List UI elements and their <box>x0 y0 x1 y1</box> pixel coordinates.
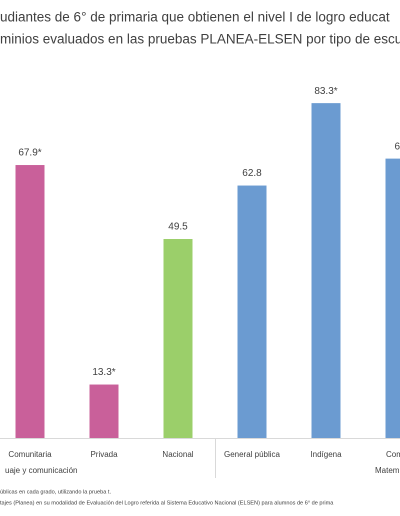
footnote: tajes (Planea) en su modalidad de Evalua… <box>0 500 334 506</box>
bar <box>163 239 193 438</box>
data-label: 67.9* <box>18 148 41 159</box>
x-tick-label: Nacional <box>162 450 193 459</box>
x-tick-label: Indígena <box>310 450 342 459</box>
chart-title: minios evaluados en las pruebas PLANEA-E… <box>0 32 400 47</box>
bar <box>385 158 400 439</box>
x-tick-label: Comu <box>386 450 400 459</box>
x-tick-label: Comunitaria <box>8 450 52 459</box>
data-label: 69 <box>394 141 400 152</box>
bar <box>15 165 45 439</box>
bar <box>237 185 267 438</box>
group-label: uaje y comunicación <box>5 466 77 475</box>
x-tick-label: General pública <box>224 450 281 459</box>
data-label: 49.5 <box>168 222 188 233</box>
footnote: úblicas en cada grado, utilizando la pru… <box>0 489 111 495</box>
chart-title: udiantes de 6° de primaria que obtienen … <box>0 10 390 25</box>
data-label: 62.8 <box>242 168 262 179</box>
data-label: 83.3* <box>314 86 337 97</box>
x-tick-label: Privada <box>90 450 118 459</box>
group-label: Matem <box>375 466 400 475</box>
bar <box>311 103 341 438</box>
data-label: 13.3* <box>92 367 115 378</box>
bar <box>89 384 119 438</box>
